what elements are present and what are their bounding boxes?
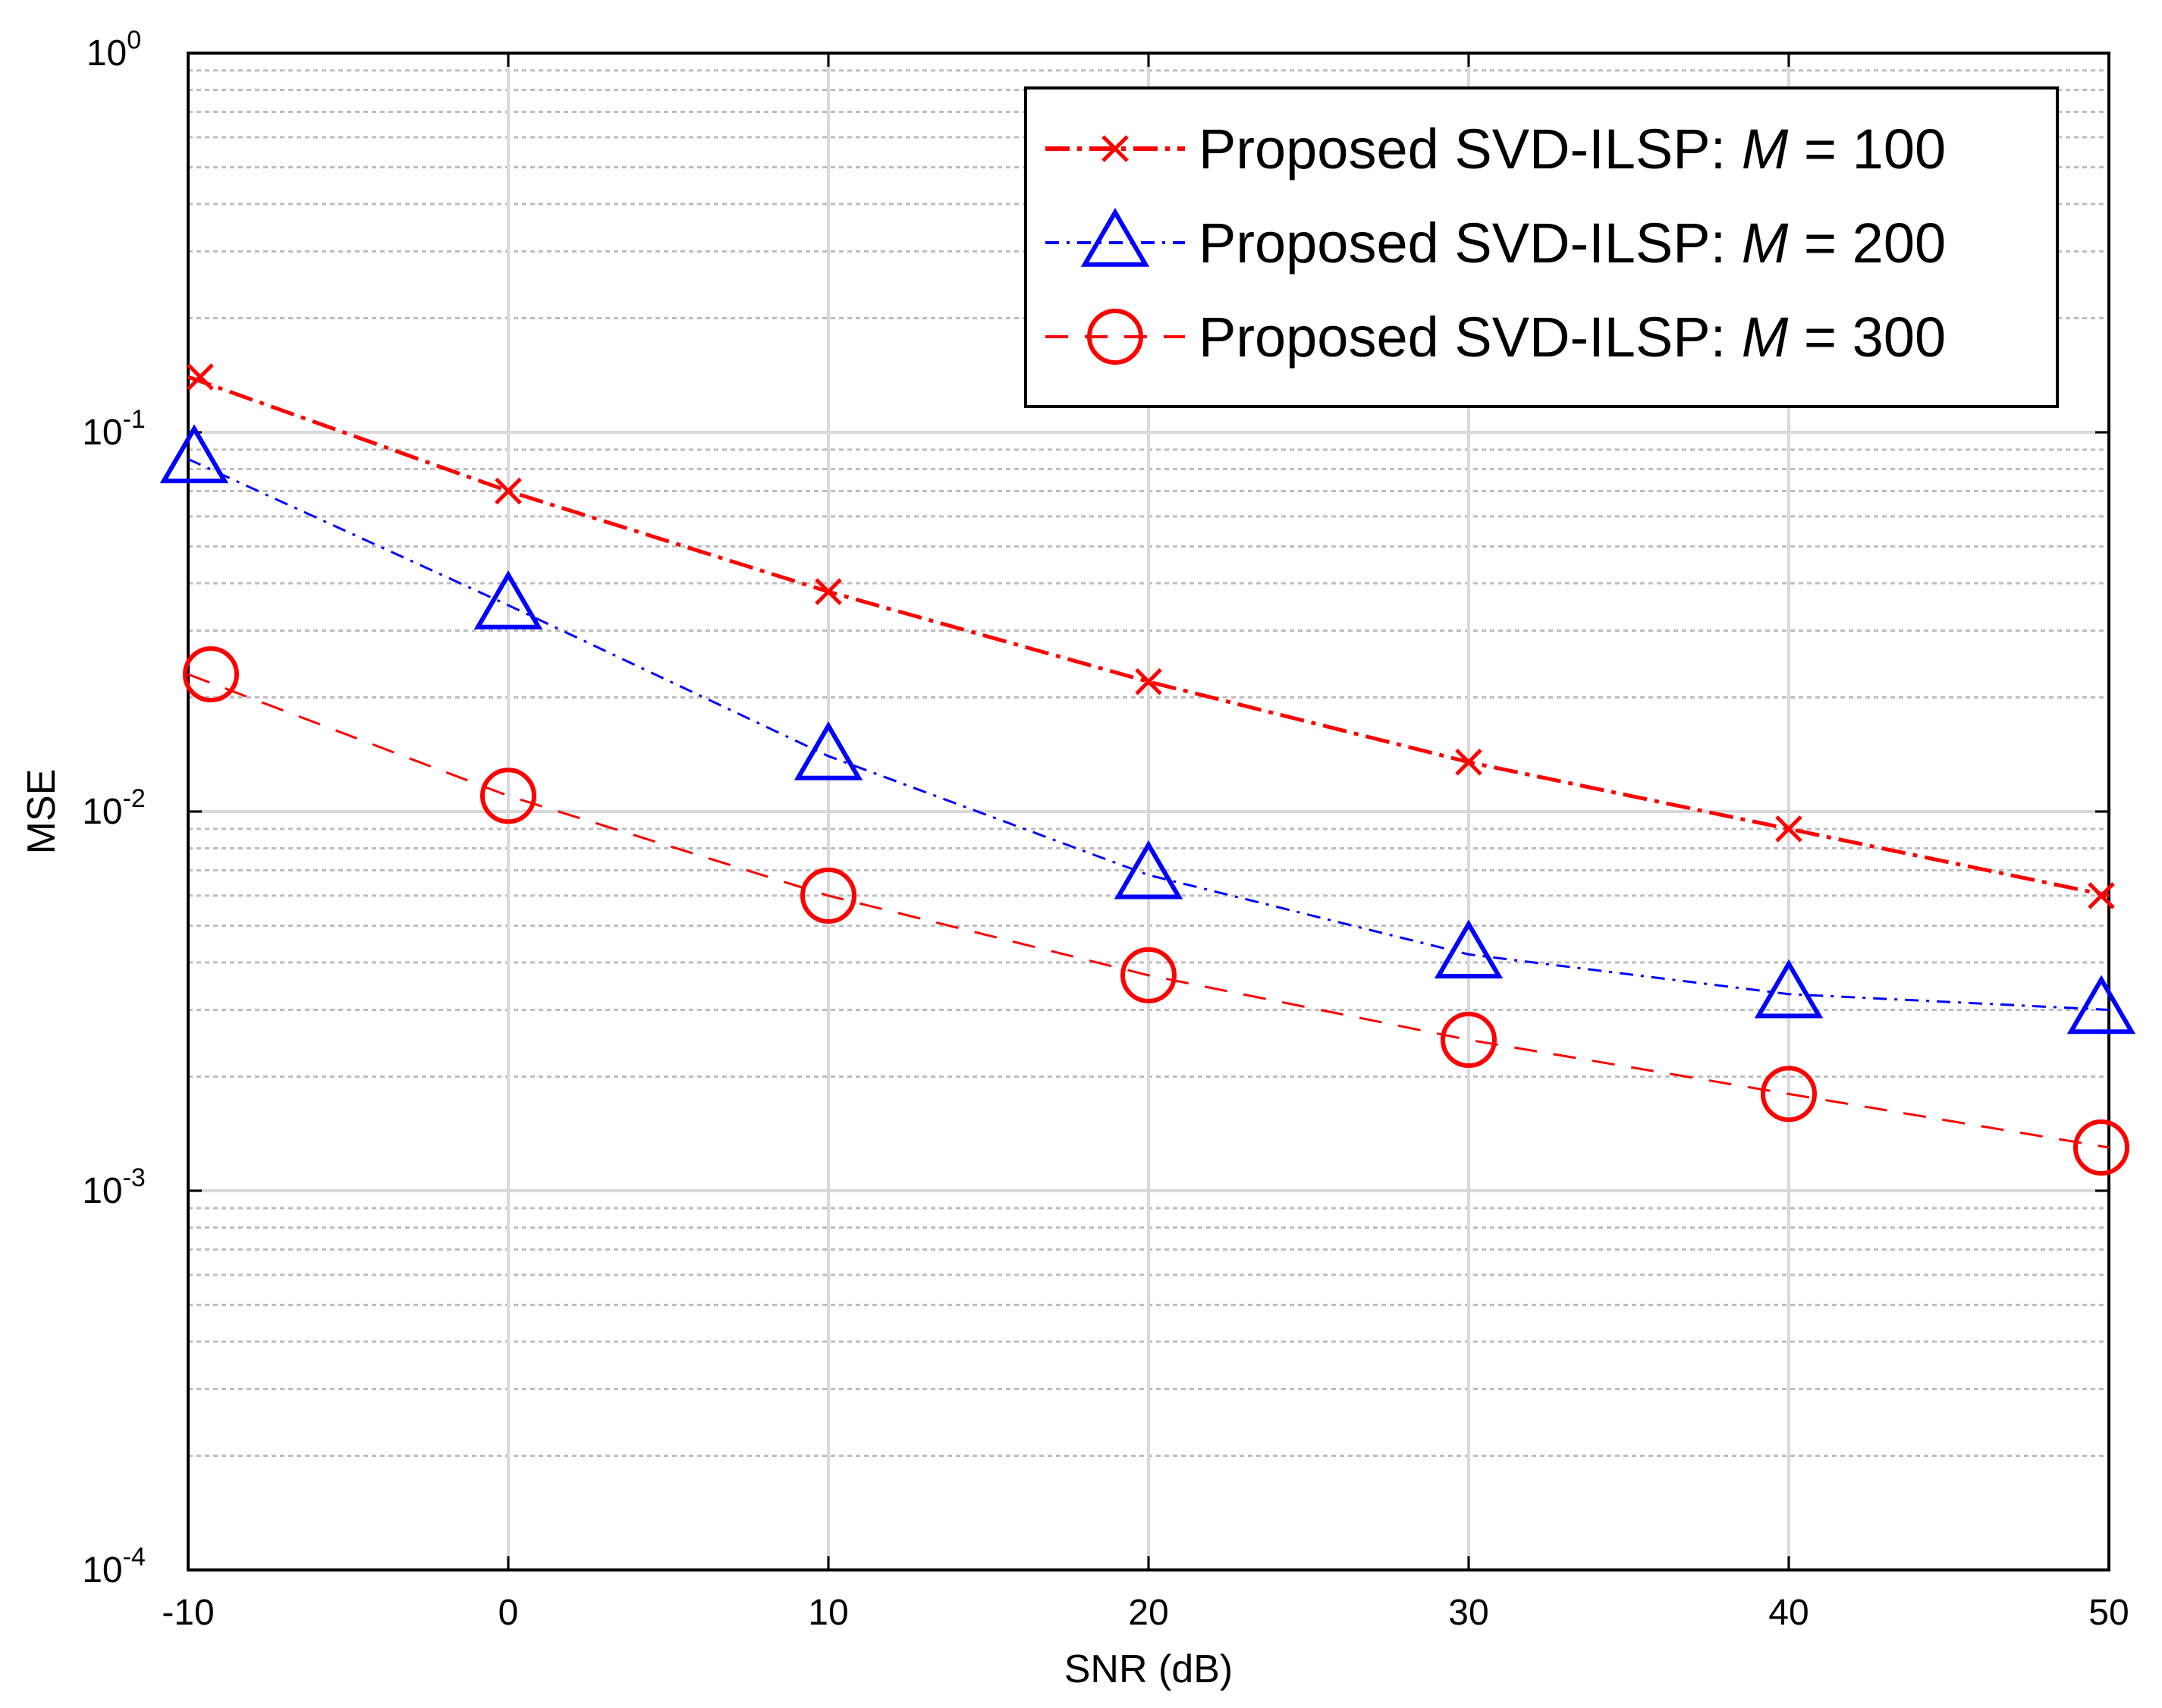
legend-entry-1: Proposed SVD-ILSP: M = 100 bbox=[1045, 118, 1946, 181]
data-point-marker bbox=[1754, 959, 1824, 1019]
series-1 bbox=[187, 363, 2115, 909]
data-point-marker bbox=[1441, 1012, 1497, 1069]
legend-entry-3: Proposed SVD-ILSP: M = 300 bbox=[1045, 306, 1946, 369]
legend-marker-icon bbox=[1080, 208, 1150, 267]
data-point-marker bbox=[1434, 919, 1504, 979]
data-point-marker bbox=[1114, 840, 1183, 900]
data-point-marker bbox=[495, 477, 522, 505]
x-tick-label: 50 bbox=[2088, 1593, 2129, 1633]
x-tick-label: 40 bbox=[1768, 1593, 1808, 1633]
y-tick-label: 10-1 bbox=[82, 405, 146, 453]
x-tick-label: 20 bbox=[1128, 1593, 1168, 1633]
axis-ticks: -10 0 10 20 30 40 50 100 10-1 10-2 10-3 10-4 bbox=[82, 26, 2129, 1633]
data-point-marker bbox=[815, 578, 842, 605]
data-point-marker bbox=[1455, 749, 1482, 776]
data-point-marker bbox=[1761, 1066, 1817, 1122]
x-tick-label: -10 bbox=[162, 1593, 214, 1633]
y-tick-label: 10-4 bbox=[82, 1543, 146, 1590]
series-layer bbox=[159, 363, 2136, 1176]
legend-label: Proposed SVD-ILSP: M = 100 bbox=[1199, 118, 1946, 181]
y-axis-title: MSE bbox=[20, 769, 64, 855]
data-point-marker bbox=[480, 768, 536, 824]
legend-marker-icon bbox=[1101, 135, 1129, 162]
legend-label: Proposed SVD-ILSP: M = 300 bbox=[1199, 306, 1946, 369]
series-line bbox=[187, 457, 2110, 1011]
series-2 bbox=[159, 424, 2136, 1035]
data-point-marker bbox=[183, 646, 239, 703]
data-point-marker bbox=[1775, 815, 1802, 843]
series-line bbox=[187, 673, 2110, 1149]
x-tick-label: 30 bbox=[1448, 1593, 1488, 1633]
data-point-marker bbox=[1135, 668, 1162, 695]
x-axis-title: SNR (dB) bbox=[1064, 1647, 1233, 1691]
data-point-marker bbox=[2066, 975, 2136, 1035]
data-point-marker bbox=[1120, 947, 1177, 1003]
x-tick-label: 10 bbox=[808, 1593, 848, 1633]
legend-box bbox=[1024, 86, 2059, 408]
data-point-marker bbox=[473, 570, 543, 630]
legend-marker-icon bbox=[1087, 309, 1143, 365]
y-tick-label: 10-3 bbox=[82, 1163, 146, 1211]
x-tick-label: 0 bbox=[498, 1593, 519, 1633]
data-point-marker bbox=[2088, 882, 2115, 909]
legend-label: Proposed SVD-ILSP: M = 200 bbox=[1199, 212, 1946, 275]
data-point-marker bbox=[793, 721, 863, 780]
y-tick-label: 10-2 bbox=[82, 784, 146, 832]
legend-entry-2: Proposed SVD-ILSP: M = 200 bbox=[1045, 208, 1946, 275]
y-tick-label: 100 bbox=[86, 26, 141, 74]
series-3 bbox=[183, 646, 2129, 1176]
data-point-marker bbox=[800, 867, 856, 924]
data-point-marker bbox=[2073, 1119, 2129, 1176]
legend: Proposed SVD-ILSP: M = 100 Proposed SVD-I… bbox=[1024, 86, 2059, 408]
data-point-marker bbox=[159, 424, 229, 484]
data-point-marker bbox=[187, 363, 214, 391]
